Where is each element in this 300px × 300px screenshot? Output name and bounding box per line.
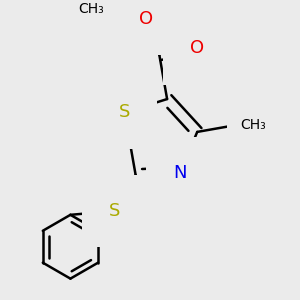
- Text: O: O: [139, 10, 153, 28]
- Text: S: S: [119, 103, 130, 122]
- Text: CH₃: CH₃: [78, 2, 104, 16]
- Text: N: N: [173, 164, 187, 182]
- Text: CH₃: CH₃: [241, 118, 266, 132]
- Text: S: S: [109, 202, 121, 220]
- Text: O: O: [190, 39, 204, 57]
